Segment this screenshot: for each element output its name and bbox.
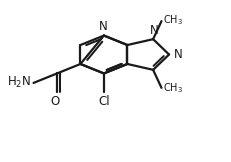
- Text: Cl: Cl: [98, 95, 109, 108]
- Text: CH$_3$: CH$_3$: [163, 13, 182, 27]
- Text: N: N: [173, 48, 182, 61]
- Text: N: N: [149, 24, 158, 37]
- Text: H$_2$N: H$_2$N: [7, 75, 31, 90]
- Text: O: O: [50, 95, 60, 108]
- Text: N: N: [98, 20, 107, 33]
- Text: CH$_3$: CH$_3$: [163, 81, 182, 95]
